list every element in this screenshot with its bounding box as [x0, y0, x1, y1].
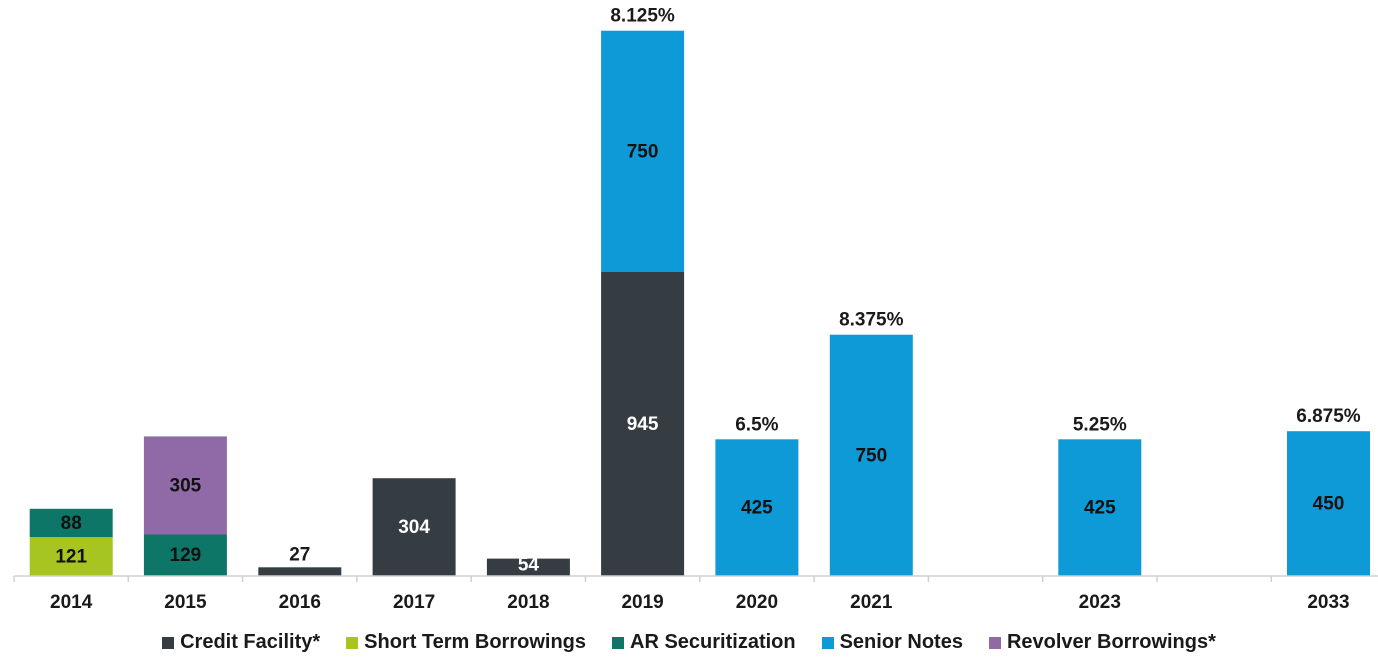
bar-senior-notes-2020	[715, 439, 799, 576]
value-label: 129	[170, 545, 202, 566]
value-label: 425	[741, 498, 773, 519]
legend-item-ar-securitization: AR Securitization	[612, 631, 796, 654]
legend-swatch	[988, 636, 1001, 649]
x-tick-label: 2033	[1307, 592, 1349, 613]
x-tick-label: 2014	[50, 592, 93, 613]
legend-swatch	[162, 636, 175, 649]
x-tick-label: 2016	[279, 592, 321, 613]
value-label: 425	[1084, 498, 1116, 519]
x-tick-label: 2015	[164, 592, 207, 613]
x-tick-label: 2020	[736, 592, 778, 613]
value-label: 750	[855, 445, 887, 466]
bar-senior-notes-2021	[829, 334, 913, 576]
bars-layer	[29, 30, 1370, 576]
bar-revolver-borrowings-2015	[143, 436, 227, 535]
value-label: 27	[289, 544, 310, 565]
legend-item-short-term-borrowings: Short Term Borrowings	[346, 631, 586, 654]
value-label: 305	[170, 475, 202, 496]
legend-item-senior-notes: Senior Notes	[821, 631, 963, 654]
bar-senior-notes-2033	[1287, 431, 1370, 576]
bar-credit-facility-2016	[258, 567, 342, 576]
value-label: 304	[398, 517, 430, 538]
bar-senior-notes-2019	[601, 30, 685, 273]
bar-credit-facility-2018	[486, 558, 570, 576]
bar-ar-securitization-2015	[143, 534, 227, 576]
x-tick-label: 2019	[621, 592, 663, 613]
x-tick-label: 2023	[1079, 592, 1121, 613]
x-tick-label: 2017	[393, 592, 435, 613]
legend-label: Credit Facility*	[180, 631, 321, 653]
x-tick-label: 2018	[507, 592, 549, 613]
legend-swatch	[346, 636, 359, 649]
bar-chart: 121 88 129 305 27 304 54 945 750 425 750 425 450 8.1…	[13, 6, 1378, 613]
value-label: 750	[627, 141, 659, 162]
legend-label: AR Securitization	[630, 631, 796, 653]
bar-senior-notes-2023	[1058, 439, 1142, 576]
legend-label: Senior Notes	[839, 631, 963, 653]
rate-annotation: 6.875%	[1296, 406, 1361, 427]
bar-credit-facility-2017	[372, 478, 456, 576]
bar-ar-securitization-2014	[29, 508, 113, 538]
value-label: 121	[55, 547, 87, 568]
legend-swatch	[821, 636, 834, 649]
value-label: 945	[627, 414, 659, 435]
rate-annotation: 6.5%	[735, 414, 778, 435]
rate-annotation: 8.125%	[610, 6, 675, 27]
value-label: 450	[1313, 494, 1345, 515]
bar-credit-facility-2019	[601, 272, 685, 576]
legend-item-revolver-borrowings: Revolver Borrowings*	[988, 631, 1216, 654]
value-label: 54	[518, 555, 540, 576]
x-tick-label: 2021	[850, 592, 893, 613]
legend: Credit Facility* Short Term Borrowings AR …	[0, 628, 1378, 657]
legend-label: Short Term Borrowings	[364, 631, 587, 653]
legend-swatch	[612, 636, 625, 649]
legend-label: Revolver Borrowings*	[1006, 631, 1216, 653]
rate-annotation: 5.25%	[1073, 414, 1127, 435]
x-tick-labels-layer: 2014 2015 2016 2017 2018 2019 2020 2021 2023 2033	[50, 592, 1350, 613]
legend-item-credit-facility: Credit Facility*	[162, 631, 320, 654]
value-label: 88	[61, 513, 82, 534]
value-labels-layer: 121 88 129 305 27 304 54 945 750 425 750 425 450	[55, 141, 1344, 575]
bar-short-term-borrowings-2014	[29, 537, 113, 576]
x-ticks-layer	[13, 576, 1273, 582]
rate-annotation: 8.375%	[839, 310, 904, 331]
rate-annotations-layer: 8.125% 6.5% 8.375% 5.25% 6.875%	[610, 6, 1360, 436]
